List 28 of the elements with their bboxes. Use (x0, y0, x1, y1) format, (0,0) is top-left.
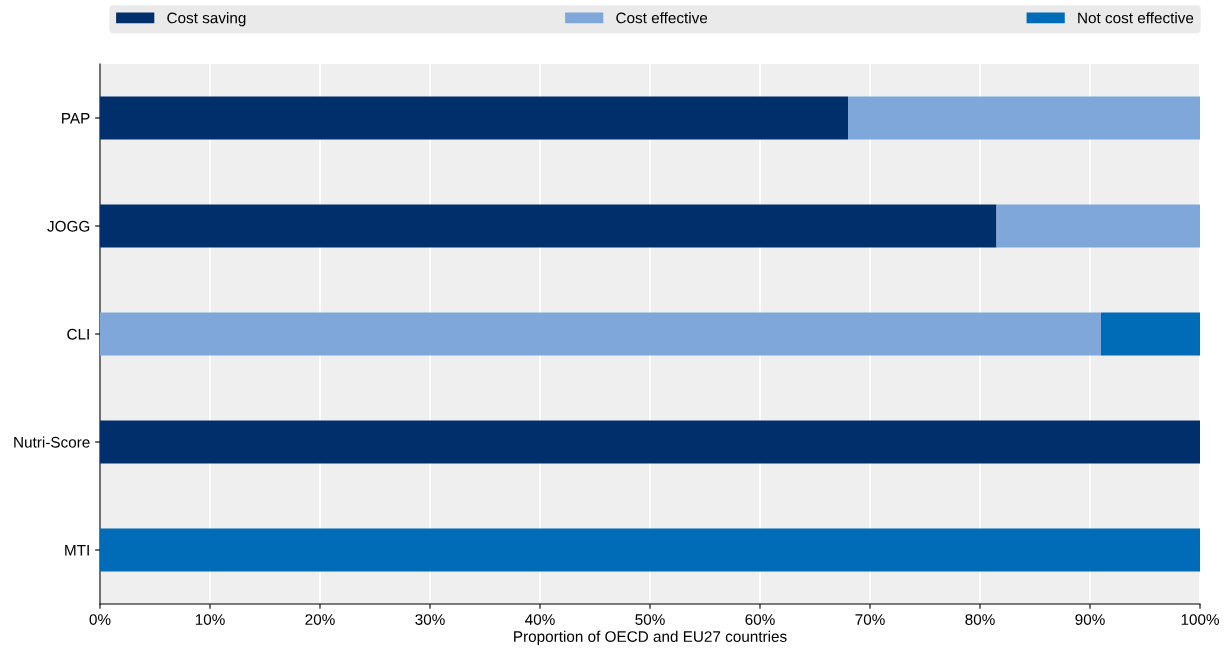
y-tick-label: CLI (67, 328, 89, 340)
x-tick-label: 0% (89, 614, 111, 625)
x-tick-label: 70% (855, 614, 885, 625)
y-tick-label: Nutri-Score (14, 436, 90, 448)
y-tick-label: MTI (65, 545, 89, 556)
bar (100, 96, 848, 140)
bar (100, 204, 997, 248)
x-tick-label: 40% (525, 614, 555, 625)
bar (100, 312, 1101, 356)
legend-label: Not cost effective (1078, 12, 1194, 24)
x-tick-label: 20% (305, 614, 335, 625)
x-tick-label: 30% (415, 614, 445, 625)
x-tick-label: 50% (635, 614, 665, 625)
x-tick-label: 100% (1181, 614, 1219, 625)
bar (848, 96, 1200, 140)
bar (996, 204, 1200, 248)
x-tick-label: 90% (1075, 614, 1105, 625)
x-axis-title: Proportion of OECD and EU27 countries (514, 630, 787, 645)
x-tick-label: 10% (195, 614, 225, 625)
legend-label: Cost saving (167, 12, 246, 27)
bar (100, 420, 1200, 464)
y-tick-label: PAP (62, 113, 90, 124)
x-tick-label: 80% (965, 614, 995, 625)
legend-label: Cost effective (616, 12, 708, 24)
x-tick-label: 60% (745, 614, 775, 625)
bar (100, 528, 1200, 572)
bar (1101, 312, 1200, 356)
y-tick-label: JOGG (47, 220, 90, 232)
